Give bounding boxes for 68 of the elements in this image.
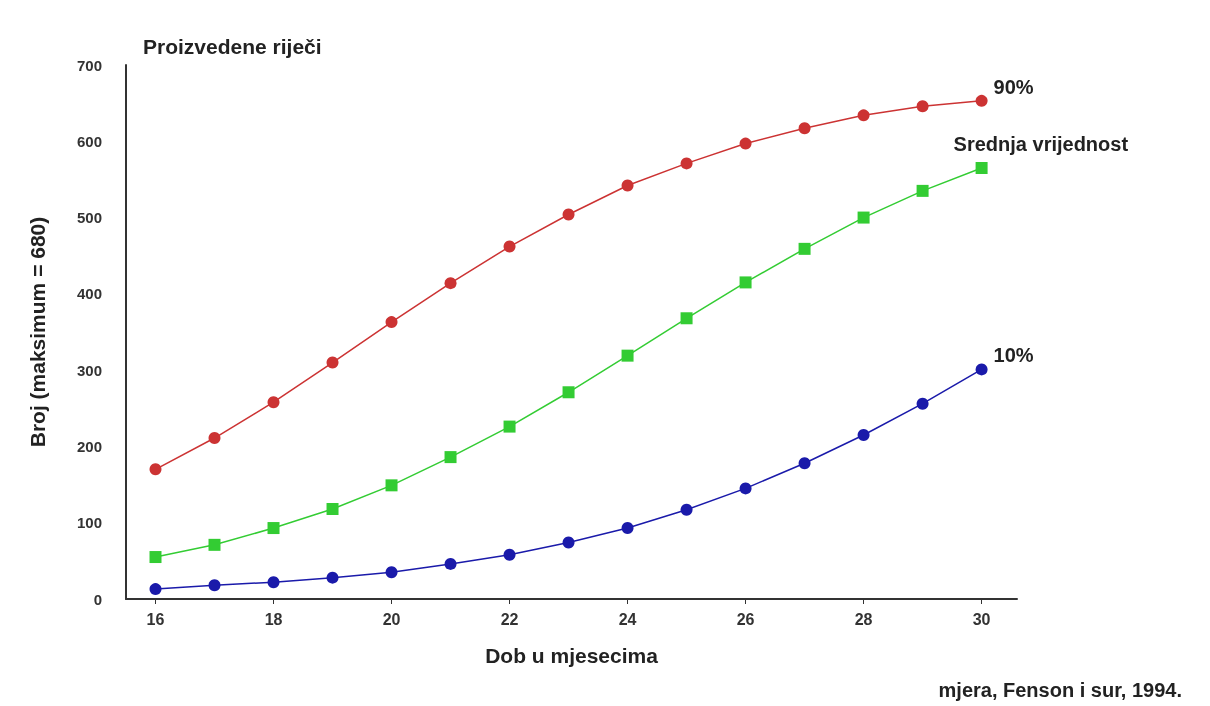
- y-tick-label: 200: [76, 437, 102, 455]
- x-tick-label: 28: [854, 610, 873, 628]
- x-tick-label: 30: [972, 610, 991, 628]
- point: [208, 538, 221, 551]
- y-tick-label: 300: [76, 361, 102, 379]
- point: [208, 579, 221, 592]
- point: [503, 420, 516, 433]
- point: [562, 208, 575, 221]
- point: [621, 179, 634, 192]
- point: [267, 396, 280, 409]
- point: [857, 211, 870, 224]
- point: [444, 277, 457, 290]
- text: mjera, Fenson i sur, 1994.: [938, 679, 1183, 701]
- point: [739, 482, 752, 495]
- point: [503, 548, 516, 561]
- point: [562, 386, 575, 399]
- point: [798, 457, 811, 470]
- x-tick-label: 26: [736, 610, 755, 628]
- point: [798, 242, 811, 255]
- point: [975, 161, 988, 174]
- point: [680, 503, 693, 516]
- point: [680, 312, 693, 325]
- point: [916, 100, 929, 113]
- point: [621, 349, 634, 362]
- point: [149, 551, 162, 564]
- point: [916, 184, 929, 197]
- point: [975, 94, 988, 107]
- point: [267, 522, 280, 535]
- x-tick-label: 22: [500, 610, 519, 628]
- point: [857, 109, 870, 122]
- point: [326, 502, 339, 515]
- y-tick-label: 100: [76, 514, 102, 532]
- point: [149, 583, 162, 596]
- point: [680, 157, 693, 170]
- point: [916, 397, 929, 410]
- y-tick-label: 700: [76, 56, 102, 74]
- x-tick-label: 16: [146, 610, 165, 628]
- point: [798, 122, 811, 135]
- y-tick-label: 600: [76, 132, 102, 150]
- series-label: 90%: [993, 75, 1034, 98]
- point: [739, 137, 752, 150]
- point: [326, 356, 339, 369]
- y-tick-label: 400: [76, 285, 102, 303]
- x-tick-label: 18: [264, 610, 283, 628]
- point: [975, 363, 988, 376]
- point: [385, 479, 398, 492]
- point: [444, 557, 457, 570]
- point: [562, 536, 575, 549]
- point: [857, 428, 870, 441]
- point: [208, 432, 221, 445]
- y-axis-title: Broj (maksimum = 680): [26, 216, 49, 448]
- series-label: Srednja vrijednost: [953, 132, 1129, 155]
- x-axis-title: Dob u mjesecima: [485, 644, 659, 667]
- x-tick-label: 20: [382, 610, 401, 628]
- y-tick-label: 0: [93, 590, 102, 608]
- point: [621, 522, 634, 535]
- point: [739, 276, 752, 289]
- point: [149, 463, 162, 476]
- point: [444, 451, 457, 464]
- point: [385, 566, 398, 579]
- point: [267, 576, 280, 589]
- chart-title: Proizvedene riječi: [143, 35, 322, 58]
- series-label: 10%: [993, 344, 1034, 367]
- point: [503, 240, 516, 253]
- point: [326, 571, 339, 584]
- y-tick-label: 500: [76, 209, 102, 227]
- x-tick-label: 24: [618, 610, 637, 628]
- point: [385, 316, 398, 329]
